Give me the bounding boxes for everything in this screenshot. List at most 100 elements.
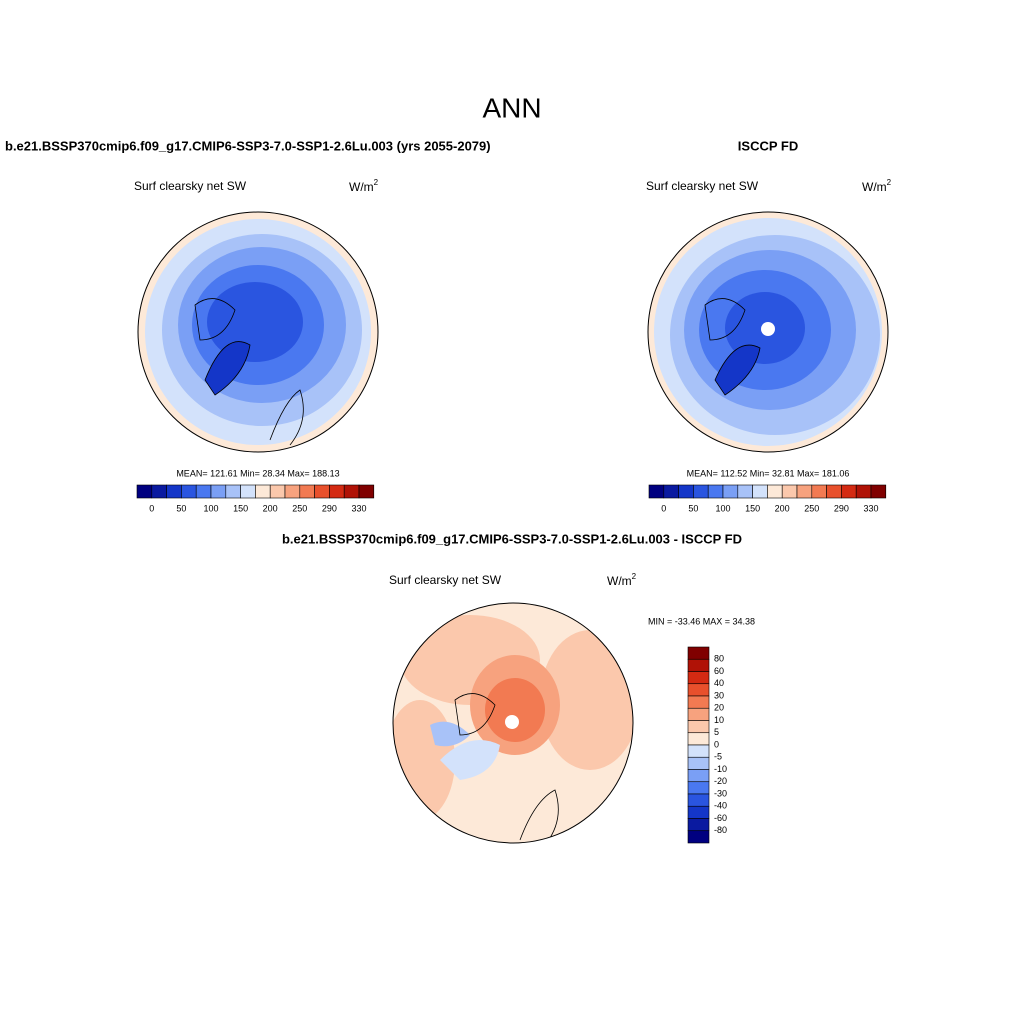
colorbar-box: [151, 484, 167, 499]
colorbar-box: [358, 484, 375, 499]
colorbar-box: [678, 484, 694, 499]
colorbar-label: 100: [203, 503, 218, 513]
colorbar-label: -20: [714, 776, 727, 786]
colorbar-label: 0: [714, 739, 719, 749]
colorbar-box: [687, 707, 710, 721]
colorbar-box: [329, 484, 345, 499]
colorbar-box: [687, 793, 710, 807]
colorbar-box: [284, 484, 301, 499]
colorbar-box: [687, 646, 710, 660]
colorbar-box: [781, 484, 798, 499]
colorbar-box: [166, 484, 182, 499]
colorbar-box: [687, 732, 710, 746]
colorbar-box: [195, 484, 212, 499]
colorbar-label: 200: [775, 503, 790, 513]
colorbar-box: [225, 484, 241, 499]
colorbar-box: [181, 484, 197, 499]
variable-label: Surf clearsky net SW: [389, 573, 502, 587]
colorbar-box: [687, 805, 710, 819]
colorbar-label: -30: [714, 788, 727, 798]
colorbar-label: 20: [714, 703, 724, 713]
colorbar-label: 290: [322, 503, 337, 513]
colorbar-box: [687, 756, 710, 770]
colorbar-label: 60: [714, 666, 724, 676]
map-border: [392, 602, 634, 844]
colorbar-label: -60: [714, 813, 727, 823]
colorbar-box: [870, 484, 887, 499]
colorbar-label: -10: [714, 764, 727, 774]
colorbar: 0 50 100 150 200 250 290 330: [648, 484, 887, 513]
map-stats: MEAN= 121.61 Min= 28.34 Max= 188.13: [176, 468, 339, 478]
colorbar-box: [299, 484, 315, 499]
colorbar-label: 330: [351, 503, 366, 513]
variable-label: Surf clearsky net SW: [134, 179, 247, 193]
map: [648, 212, 888, 452]
variable-label: Surf clearsky net SW: [646, 179, 759, 193]
colorbar-label: 150: [233, 503, 248, 513]
colorbar: 0 50 100 150 200 250 290 330: [136, 484, 375, 513]
colorbar-label: 0: [661, 503, 666, 513]
colorbar-box: [136, 484, 153, 499]
colorbar-box: [687, 671, 710, 685]
colorbar-label: 200: [263, 503, 278, 513]
colorbar-box: [648, 484, 665, 499]
colorbar-label: 80: [714, 654, 724, 664]
map-stats: MIN = -33.46 MAX = 34.38: [648, 616, 755, 626]
colorbar-label: 50: [688, 503, 698, 513]
colorbar-box: [240, 484, 256, 499]
colorbar-box: [693, 484, 709, 499]
colorbar-box: [210, 484, 227, 499]
colorbar: 80 60 40 30 20 10 5 0 -5 -10 -20 -30 -40 -60 -80: [687, 646, 727, 844]
colorbar-box: [796, 484, 813, 499]
colorbar-label: 10: [714, 715, 724, 725]
map: [138, 212, 378, 452]
colorbar-box: [663, 484, 679, 499]
colorbar-label: 50: [176, 503, 186, 513]
colorbar-label: 40: [714, 678, 724, 688]
colorbar-box: [343, 484, 360, 499]
colorbar-box: [855, 484, 872, 499]
colorbar-box: [314, 484, 330, 499]
colorbar-label: 250: [804, 503, 819, 513]
colorbar-label: 250: [292, 503, 307, 513]
units-label: W/m2: [607, 572, 637, 588]
colorbar-box: [687, 769, 710, 783]
colorbar-box: [737, 484, 753, 499]
panel-heading: b.e21.BSSP370cmip6.f09_g17.CMIP6-SSP3-7.…: [5, 138, 491, 153]
figure-title: ANN: [482, 92, 541, 123]
map-border: [137, 211, 379, 453]
colorbar-box: [687, 830, 710, 844]
panel-heading: b.e21.BSSP370cmip6.f09_g17.CMIP6-SSP3-7.…: [282, 531, 742, 546]
colorbar-box: [687, 818, 710, 832]
colorbar-label: 30: [714, 690, 724, 700]
colorbar-box: [687, 720, 710, 734]
colorbar-box: [767, 484, 783, 499]
colorbar-box: [826, 484, 842, 499]
map: [393, 603, 633, 843]
map-stats: MEAN= 112.52 Min= 32.81 Max= 181.06: [687, 468, 850, 478]
map-border: [647, 211, 889, 453]
colorbar-box: [687, 658, 710, 672]
colorbar-box: [811, 484, 827, 499]
colorbar-label: -40: [714, 801, 727, 811]
colorbar-label: 5: [714, 727, 719, 737]
colorbar-label: -5: [714, 752, 722, 762]
colorbar-box: [687, 683, 710, 697]
colorbar-box: [841, 484, 857, 499]
panel-heading: ISCCP FD: [738, 138, 798, 153]
units-label: W/m2: [862, 178, 892, 194]
colorbar-box: [707, 484, 724, 499]
colorbar-label: 0: [149, 503, 154, 513]
colorbar-label: 290: [834, 503, 849, 513]
colorbar-box: [255, 484, 271, 499]
colorbar-box: [687, 695, 710, 709]
colorbar-box: [722, 484, 739, 499]
colorbar-box: [269, 484, 286, 499]
colorbar-box: [687, 744, 710, 758]
units-label: W/m2: [349, 178, 379, 194]
colorbar-box: [687, 781, 710, 795]
colorbar-label: 100: [715, 503, 730, 513]
colorbar-box: [752, 484, 768, 499]
